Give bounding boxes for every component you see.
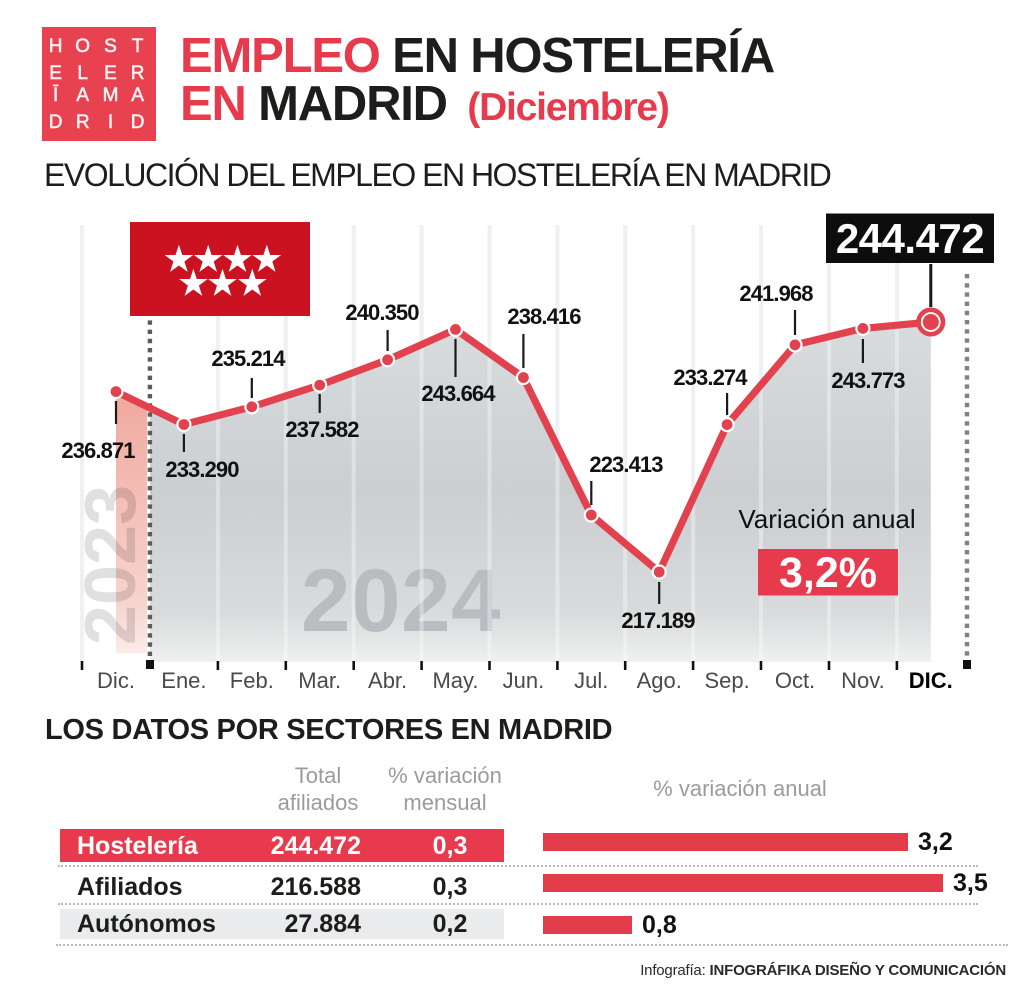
svg-text:Dic.: Dic.	[97, 668, 135, 693]
svg-text:244.472: 244.472	[836, 215, 984, 262]
svg-text:243.664: 243.664	[421, 381, 496, 406]
svg-text:Sep.: Sep.	[704, 668, 749, 693]
svg-text:Mar.: Mar.	[298, 668, 341, 693]
svg-text:Oct.: Oct.	[775, 668, 815, 693]
svg-text:3,2%: 3,2%	[779, 549, 877, 597]
svg-text:May.: May.	[432, 668, 478, 693]
svg-text:217.189: 217.189	[621, 608, 695, 633]
svg-text:238.416: 238.416	[507, 304, 581, 329]
svg-text:DIC.: DIC.	[909, 668, 953, 693]
svg-text:2024: 2024	[301, 550, 501, 650]
svg-text:243.773: 243.773	[831, 368, 905, 393]
svg-text:233.274: 233.274	[673, 365, 748, 390]
svg-text:240.350: 240.350	[345, 300, 419, 325]
svg-text:237.582: 237.582	[285, 417, 359, 442]
svg-text:241.968: 241.968	[739, 281, 813, 306]
svg-text:233.290: 233.290	[165, 457, 239, 482]
svg-text:Abr.: Abr.	[368, 668, 407, 693]
svg-text:Feb.: Feb.	[230, 668, 274, 693]
svg-text:235.214: 235.214	[211, 346, 286, 371]
svg-text:Variación anual: Variación anual	[738, 504, 915, 534]
svg-text:Nov.: Nov.	[841, 668, 885, 693]
svg-text:Ene.: Ene.	[161, 668, 206, 693]
svg-text:Jun.: Jun.	[503, 668, 545, 693]
svg-text:236.871: 236.871	[61, 438, 135, 463]
svg-text:Ago.: Ago.	[637, 668, 682, 693]
svg-text:223.413: 223.413	[589, 452, 663, 477]
svg-text:Jul.: Jul.	[574, 668, 608, 693]
